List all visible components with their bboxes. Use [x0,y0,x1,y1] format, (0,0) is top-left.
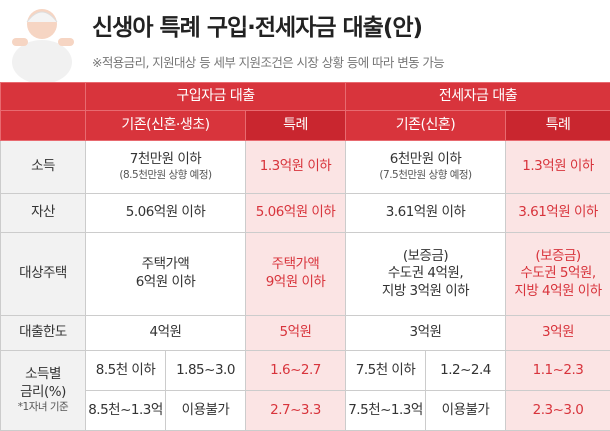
cell-line: 1.3억원 이하 [246,158,345,176]
label-line: 소득별 [1,366,85,384]
cell-line: (8.5천만원 상향 예정) [86,169,245,183]
cell-line: 지방 4억원 이하 [506,283,610,301]
cell-line: 5.06억원 이하 [246,204,345,222]
rate-cell: 7.5천 이하 [346,351,426,391]
row-label: 대출한도 [1,316,86,351]
cell-line: (7.5천만원 상향 예정) [346,169,505,183]
group-header: 구입자금 대출 [86,83,346,111]
cell-line: 4억원 [86,324,245,342]
rate-cell: 이용불가 [166,391,246,431]
table-cell: 1.3억원 이하 [246,141,346,194]
cell-line: 3.61억원 이하 [346,204,505,222]
rate-cell: 8.5천 이하 [86,351,166,391]
table-cell: 3억원 [506,316,610,351]
table-cell: 1.3억원 이하 [506,141,610,194]
title: 신생아 특례 구입·전세자금 대출(안) [92,8,422,42]
cell-line: 1.3억원 이하 [506,158,610,176]
table-cell: 3.61억원 이하 [346,194,506,233]
subtitle: ※적용금리, 지원대상 등 세부 지원조건은 시장 상황 등에 따라 변동 가능 [92,52,444,71]
cell-line: 9억원 이하 [246,274,345,292]
cell-line: 지방 3억원 이하 [346,283,505,301]
row-label: 대상주택 [1,233,86,316]
table-cell: 5.06억원 이하 [246,194,346,233]
cell-line: 7천만원 이하 [86,151,245,169]
group-header: 전세자금 대출 [346,83,610,111]
cell-line: 5.06억원 이하 [86,204,245,222]
cell-line: 5억원 [246,324,345,342]
rate-cell: 8.5천~1.3억 [86,391,166,431]
baby-icon [0,0,90,82]
cell-line: (보증금) [346,248,505,266]
column-header: 기존(신혼·생초) [86,111,246,141]
loan-table: 구입자금 대출 전세자금 대출 기존(신혼·생초) 특례 기존(신혼) 특례 소… [0,82,610,431]
table-cell: 7천만원 이하(8.5천만원 상향 예정) [86,141,246,194]
cell-line: (보증금) [506,248,610,266]
table-cell: (보증금)수도권 4억원,지방 3억원 이하 [346,233,506,316]
rate-cell: 이용불가 [426,391,506,431]
rate-cell: 7.5천~1.3억 [346,391,426,431]
cell-line: 수도권 5억원, [506,265,610,283]
rate-cell: 1.85~3.0 [166,351,246,391]
table-cell: 6천만원 이하(7.5천만원 상향 예정) [346,141,506,194]
cell-line: 3억원 [506,324,610,342]
rate-cell: 1.1~2.3 [506,351,610,391]
table-cell: 3억원 [346,316,506,351]
rate-cell: 1.6~2.7 [246,351,346,391]
cell-line: 주택가액 [246,256,345,274]
cell-line: 수도권 4억원, [346,265,505,283]
label-note: *1자녀 기준 [1,401,85,415]
cell-line: 3억원 [346,324,505,342]
rate-cell: 1.2~2.4 [426,351,506,391]
label-line: 금리(%) [1,384,85,402]
cell-line: 주택가액 [86,256,245,274]
column-header: 특례 [246,111,346,141]
rate-cell: 2.7~3.3 [246,391,346,431]
table-cell: 5억원 [246,316,346,351]
column-header: 특례 [506,111,610,141]
table-cell: 4억원 [86,316,246,351]
rate-cell: 2.3~3.0 [506,391,610,431]
row-label: 소득 [1,141,86,194]
cell-line: 3.61억원 이하 [506,204,610,222]
cell-line: 6억원 이하 [86,274,245,292]
table-cell: (보증금)수도권 5억원,지방 4억원 이하 [506,233,610,316]
cell-line: 6천만원 이하 [346,151,505,169]
table-cell: 5.06억원 이하 [86,194,246,233]
column-header: 기존(신혼) [346,111,506,141]
row-label: 자산 [1,194,86,233]
table-cell: 3.61억원 이하 [506,194,610,233]
